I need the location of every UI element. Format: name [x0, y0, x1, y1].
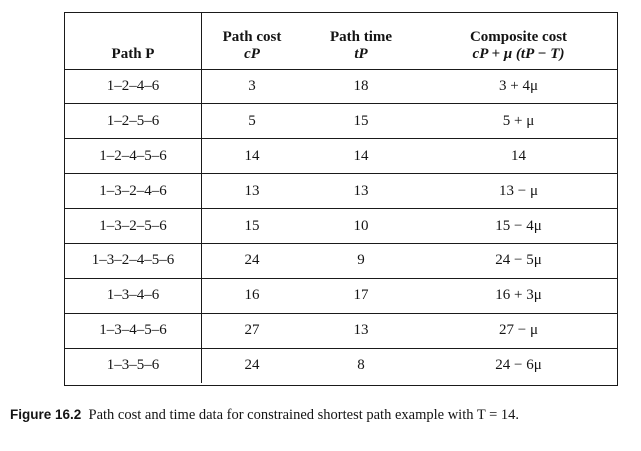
cell-time: 18	[302, 69, 420, 105]
figure-caption: Figure 16.2 Path cost and time data for …	[10, 405, 630, 425]
cell-composite: 13 − μ	[420, 173, 617, 210]
cell-composite: 24 − 5μ	[420, 243, 617, 279]
cell-cost: 5	[201, 103, 302, 140]
cell-cost: 16	[201, 278, 302, 314]
table-body: 1–2–4–6 3 18 3 + 4μ 1–2–5–6 5 15 5 + μ 1–2–4–5–6…	[65, 69, 617, 384]
figure-label: Figure 16.2	[10, 407, 82, 422]
header-path-cost-label: Path cost	[222, 28, 282, 45]
header-path-time: Path time tP	[302, 13, 420, 70]
header-path-cost-symbol: cP	[244, 45, 260, 62]
cell-time: 14	[302, 138, 420, 175]
cell-cost: 14	[201, 138, 302, 175]
cell-cost: 27	[201, 313, 302, 349]
header-composite-cost: Composite cost cP + μ (tP − T)	[420, 13, 617, 70]
cell-time: 10	[302, 208, 420, 244]
cell-time: 8	[357, 357, 365, 374]
header-path: Path P	[65, 13, 202, 70]
cell-path: 1–3–2–4–6	[65, 173, 202, 210]
table-header-row: Path P Path cost cP Path time tP Composi…	[65, 13, 617, 70]
cell-path: 1–2–4–6	[65, 69, 202, 105]
cell-path: 1–3–4–6	[65, 278, 202, 314]
header-path-cost: Path cost cP	[201, 13, 302, 70]
table-row: 1–3–2–4–6 13 13 13 − μ	[65, 173, 617, 210]
cell-composite: 15 − 4μ	[420, 208, 617, 244]
cell-time: 13	[302, 313, 420, 349]
table-row: 1–3–4–6 16 17 16 + 3μ	[65, 278, 617, 314]
cell-cost: 3	[201, 69, 302, 105]
cell-cost: 24	[244, 357, 260, 374]
header-composite-cost-formula: cP + μ (tP − T)	[472, 45, 565, 62]
header-path-time-symbol: tP	[354, 45, 368, 62]
cell-composite: 27 − μ	[420, 313, 617, 349]
figure-caption-text: Path cost and time data for constrained …	[88, 407, 519, 423]
header-path-label: Path P	[111, 45, 155, 62]
cell-composite: 14	[420, 138, 617, 175]
cell-cost: 13	[201, 173, 302, 210]
cell-path: 1–2–5–6	[65, 103, 202, 140]
cell-path: 1–3–5–6	[65, 348, 202, 384]
header-path-time-label: Path time	[329, 28, 393, 45]
cell-path: 1–3–2–5–6	[65, 208, 202, 244]
path-data-table: Path P Path cost cP Path time tP Composi…	[64, 12, 618, 386]
table-row: 1–2–5–6 5 15 5 + μ	[65, 103, 617, 140]
cell-path: 1–2–4–5–6	[65, 138, 202, 175]
table-row: 1–2–4–5–6 14 14 14	[65, 138, 617, 175]
table-row: 1–3–2–4–5–6 24 9 24 − 5μ	[65, 243, 617, 279]
cell-composite: 5 + μ	[420, 103, 617, 140]
cell-composite: 24 − 6μ	[495, 357, 542, 374]
header-composite-cost-label: Composite cost	[469, 28, 568, 45]
cell-cost: 24	[201, 243, 302, 279]
cell-time: 9	[302, 243, 420, 279]
table-row: 1–2–4–6 3 18 3 + 4μ	[65, 69, 617, 105]
cell-time: 15	[302, 103, 420, 140]
cell-time: 17	[302, 278, 420, 314]
cell-path: 1–3–2–4–5–6	[65, 243, 202, 279]
cell-composite: 3 + 4μ	[420, 69, 617, 105]
table-row: 1–3–2–5–6 15 10 15 − 4μ	[65, 208, 617, 244]
cell-time: 13	[302, 173, 420, 210]
table-row: 1–3–4–5–6 27 13 27 − μ	[65, 313, 617, 349]
cell-path: 1–3–4–5–6	[65, 313, 202, 349]
table: Path P Path cost cP Path time tP Composi…	[65, 13, 617, 384]
cell-cost: 15	[201, 208, 302, 244]
table-row: 1–3–5–6 24 8 24 − 6μ	[65, 348, 617, 384]
cell-composite: 16 + 3μ	[420, 278, 617, 314]
